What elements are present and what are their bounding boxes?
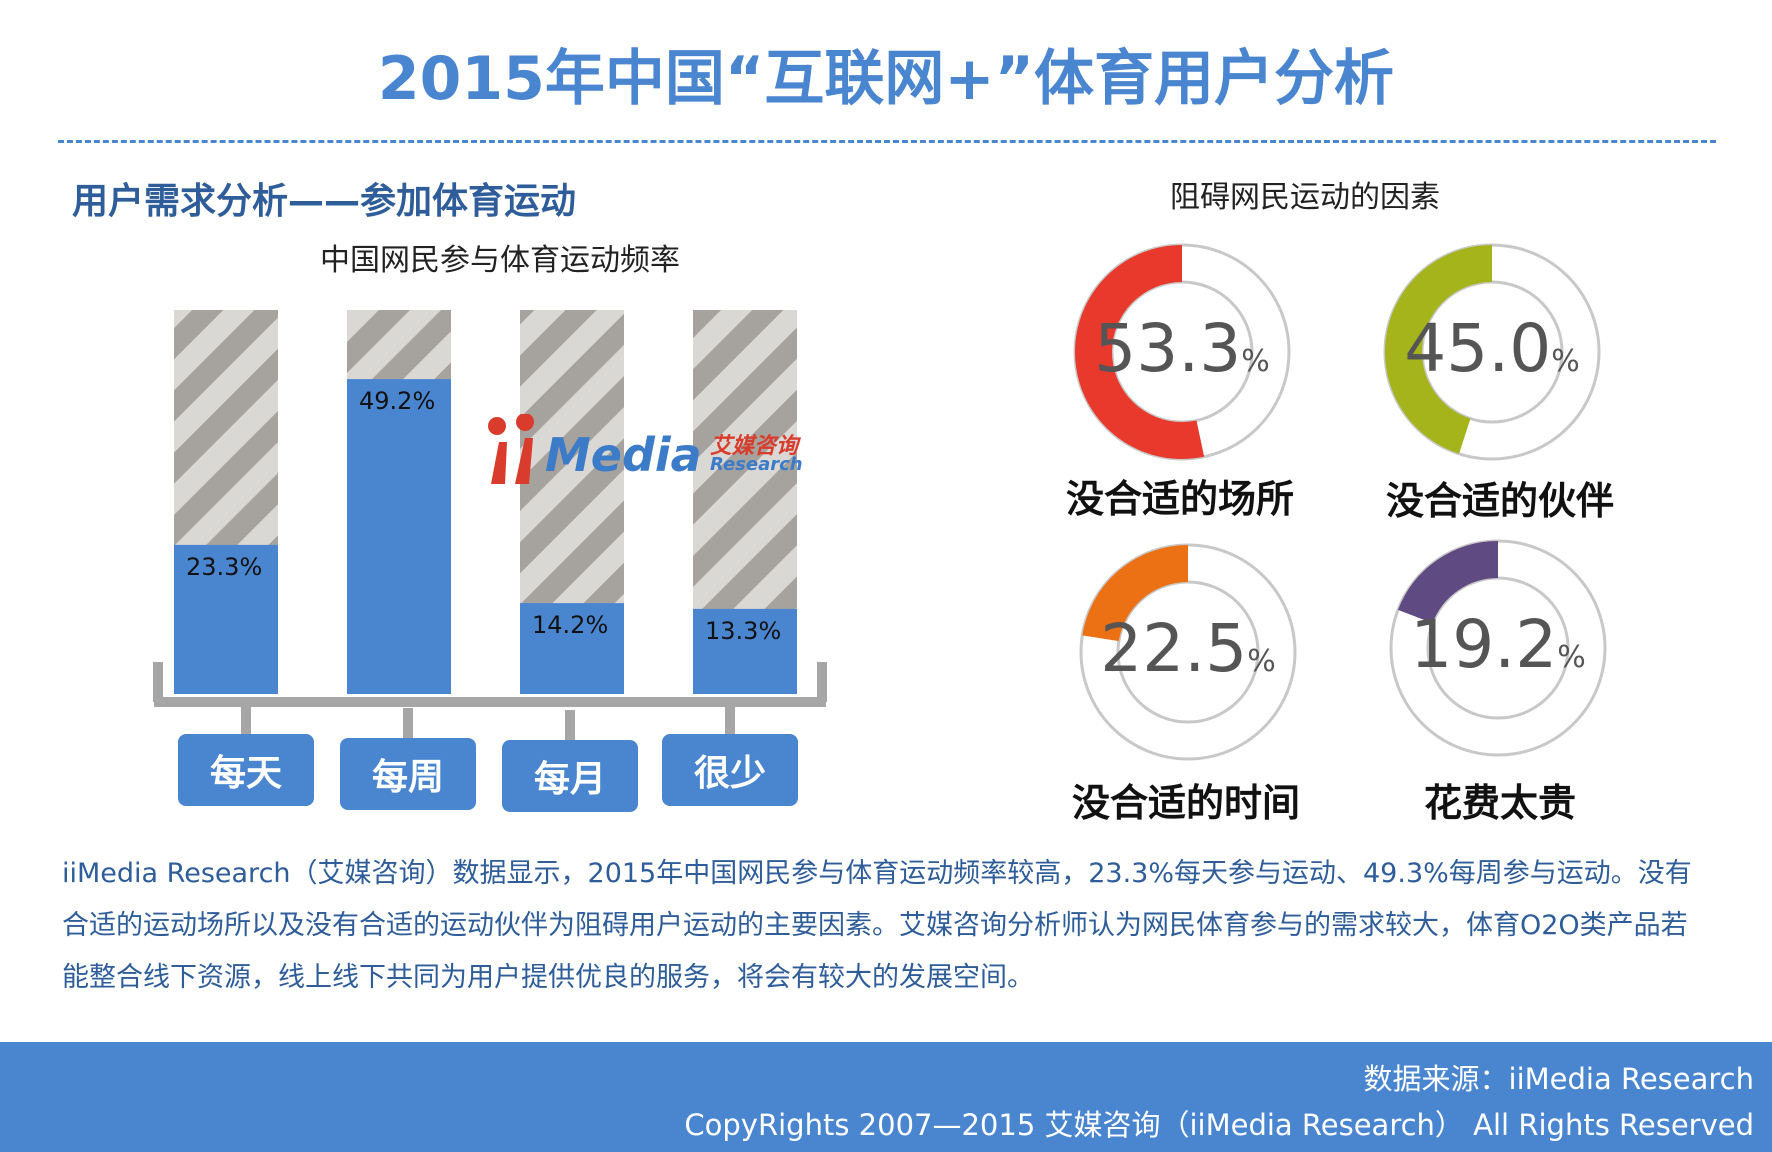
iimedia-logo-icon: [488, 414, 534, 484]
watermark-brand: Media: [545, 428, 702, 482]
category-connector-0: [241, 704, 251, 736]
donut-svg-3: [1389, 539, 1607, 757]
bar-3: [693, 608, 797, 694]
category-label-1: 每周: [340, 738, 476, 810]
donut-0: 53.3%: [1062, 232, 1302, 472]
bar-1: [347, 379, 451, 694]
bar-value-label-2: 14.2%: [532, 611, 608, 639]
donut-value-number-3: 19.2: [1410, 606, 1558, 683]
bar-0: [174, 544, 278, 694]
donut-segment-3: [1391, 541, 1605, 755]
donut-value-unit-1: %: [1551, 344, 1580, 379]
donut-segment-0: [1075, 245, 1289, 459]
footer-copyright: CopyRights 2007—2015 艾媒咨询（iiMedia Resear…: [684, 1108, 1754, 1142]
donut-svg-2: [1079, 543, 1297, 761]
donut-value-unit-2: %: [1247, 644, 1276, 679]
donut-3: 19.2%: [1378, 528, 1618, 768]
donut-value-1: 45.0%: [1372, 310, 1612, 387]
watermark-en: Research: [710, 454, 803, 475]
section-title: 用户需求分析——参加体育运动: [72, 181, 577, 222]
donut-1: 45.0%: [1372, 232, 1612, 472]
donut-label-0: 没合适的场所: [1065, 477, 1294, 521]
donut-label-1: 没合适的伙伴: [1385, 479, 1614, 523]
donut-value-number-2: 22.5: [1100, 610, 1248, 687]
footer-source: 数据来源：iiMedia Research: [1363, 1062, 1754, 1096]
bar-value-label-3: 13.3%: [705, 617, 781, 645]
bar-chart-title: 中国网民参与体育运动频率: [320, 243, 680, 278]
donut-chart-title: 阻碍网民运动的因素: [1170, 180, 1440, 215]
donut-label-2: 没合适的时间: [1071, 781, 1300, 825]
category-connector-2: [565, 710, 575, 742]
category-connector-1: [403, 708, 413, 740]
watermark-cn: 艾媒咨询: [710, 434, 799, 459]
category-label-0: 每天: [178, 734, 314, 806]
donut-value-3: 19.2%: [1378, 606, 1618, 683]
page-title: 2015年中国“互联网+”体育用户分析: [377, 44, 1395, 114]
bar-2: [520, 603, 624, 694]
donut-value-number-0: 53.3: [1094, 310, 1242, 387]
donut-value-unit-0: %: [1241, 344, 1270, 379]
donut-segment-2: [1081, 545, 1295, 759]
footer-bar: 数据来源：iiMedia Research CopyRights 2007—20…: [0, 1042, 1772, 1152]
donut-value-2: 22.5%: [1068, 610, 1308, 687]
title-divider: [58, 140, 1716, 143]
donut-2: 22.5%: [1068, 532, 1308, 772]
bar-value-label-0: 23.3%: [186, 553, 262, 581]
category-connector-3: [725, 704, 735, 736]
donut-value-unit-3: %: [1557, 640, 1586, 675]
bar-value-label-1: 49.2%: [359, 387, 435, 415]
analysis-paragraph: iiMedia Research（艾媒咨询）数据显示，2015年中国网民参与体育…: [62, 858, 1692, 993]
donut-value-number-1: 45.0: [1404, 310, 1552, 387]
donut-label-3: 花费太贵: [1423, 781, 1576, 825]
frequency-bar-chart: 23.3% 49.2% 14.2% 13.3%: [153, 310, 827, 707]
donut-svg-1: [1383, 243, 1601, 461]
donut-svg-0: [1073, 243, 1291, 461]
iimedia-watermark: Media 艾媒咨询 Research: [485, 410, 805, 490]
donut-segment-1: [1385, 245, 1599, 459]
category-label-2: 每月: [502, 740, 638, 812]
donut-value-0: 53.3%: [1062, 310, 1302, 387]
category-label-3: 很少: [662, 734, 798, 806]
